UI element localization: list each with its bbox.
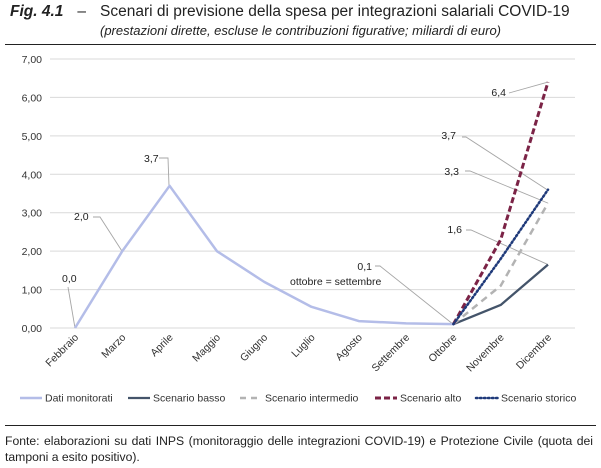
y-tick-label: 1,00	[22, 285, 43, 297]
y-tick-label: 2,00	[22, 246, 43, 258]
annotation-labels: 0,0 2,0 3,7 0,1 ottobre = settembre 6,4 3,7 3,3…	[62, 87, 506, 288]
x-axis-ticks: Febbraio Marzo Aprile Maggio Giugno Luglio Ago…	[43, 332, 554, 375]
x-tick-label: Ottobre	[426, 332, 459, 365]
bottom-rule	[5, 425, 596, 426]
legend-label: Scenario alto	[400, 393, 461, 405]
y-tick-label: 4,00	[22, 169, 43, 181]
annotation-leader	[375, 265, 454, 325]
data-label: 6,4	[491, 87, 506, 99]
y-tick-label: 7,00	[22, 54, 43, 66]
x-tick-label: Luglio	[289, 332, 317, 360]
x-tick-label: Novembre	[464, 332, 507, 375]
figure-label: Fig. 4.1	[10, 3, 64, 20]
top-rule	[5, 44, 596, 45]
data-label: 0,0	[62, 273, 77, 285]
source-note: Fonte: elaborazioni su dati INPS (monito…	[5, 434, 593, 464]
series-line-scenario-basso	[452, 263, 549, 326]
y-tick-label: 0,00	[22, 323, 43, 335]
data-label: 0,1	[357, 261, 372, 273]
y-axis-ticks: 0,00 1,00 2,00 3,00 4,00 5,00 6,00 7,00	[22, 54, 43, 335]
series-line-scenario-alto	[452, 81, 550, 325]
y-tick-label: 5,00	[22, 131, 43, 143]
data-label: 3,3	[444, 166, 459, 178]
data-label: 3,7	[441, 130, 456, 142]
x-tick-label: Dicembre	[514, 332, 554, 372]
data-label: 3,7	[144, 153, 159, 165]
annotation-leader	[465, 170, 549, 204]
series-line-scenario-storico	[452, 188, 550, 326]
line-chart: 0,00 1,00 2,00 3,00 4,00 5,00 6,00 7,00 Febbrai…	[20, 54, 576, 405]
data-label: ottobre = settembre	[290, 276, 382, 288]
annotation-leader	[508, 81, 549, 94]
legend-label: Scenario storico	[501, 393, 576, 405]
x-tick-label: Giugno	[238, 332, 271, 365]
series-line-dati-monitorati	[73, 184, 454, 329]
figure-title-row: Fig. 4.1– Scenari di previsione della spe…	[10, 3, 570, 21]
y-tick-label: 3,00	[22, 208, 43, 220]
y-tick-label: 6,00	[22, 92, 43, 104]
x-tick-label: Aprile	[148, 332, 176, 360]
title-separator: –	[77, 3, 87, 20]
annotation-leader	[67, 286, 76, 329]
x-tick-label: Settembre	[369, 332, 412, 375]
x-tick-label: Febbraio	[43, 332, 81, 370]
x-tick-label: Agosto	[333, 332, 365, 364]
legend-label: Dati monitorati	[45, 393, 113, 405]
annotation-leader	[93, 216, 123, 252]
figure-title: Scenari di previsione della spesa per in…	[100, 3, 570, 20]
annotation-leader	[159, 157, 170, 186]
annotation-leader	[466, 229, 549, 266]
legend: Dati monitorati Scenario basso Scenario in…	[20, 393, 576, 405]
x-tick-label: Maggio	[190, 332, 223, 365]
series-lines	[73, 81, 550, 329]
data-label: 2,0	[74, 211, 89, 223]
annotation-leader	[462, 136, 548, 191]
x-tick-label: Marzo	[99, 332, 128, 361]
data-label: 1,6	[447, 224, 462, 236]
legend-label: Scenario basso	[153, 393, 226, 405]
legend-label: Scenario intermedio	[265, 393, 359, 405]
series-line-scenario-intermedio	[452, 202, 550, 326]
gridlines	[50, 58, 575, 329]
annotation-leaders	[67, 81, 549, 329]
figure-subtitle: (prestazioni dirette, escluse le contrib…	[100, 23, 502, 38]
